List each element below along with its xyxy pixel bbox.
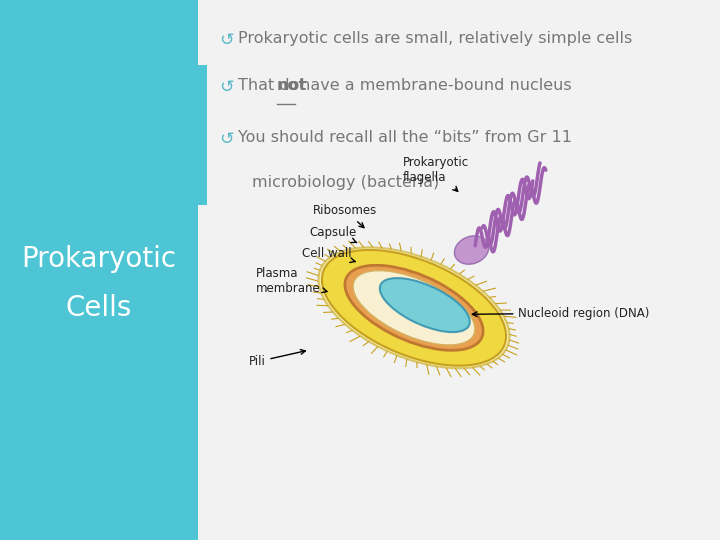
Ellipse shape xyxy=(379,278,470,332)
Text: Nucleoid region (DNA): Nucleoid region (DNA) xyxy=(472,307,649,320)
Text: Prokaryotic
flagella: Prokaryotic flagella xyxy=(403,156,469,191)
Text: not: not xyxy=(276,78,307,93)
Text: You should recall all the “bits” from Gr 11: You should recall all the “bits” from Gr… xyxy=(238,130,572,145)
Bar xyxy=(0,0,198,540)
Text: ↺: ↺ xyxy=(220,78,234,96)
Bar xyxy=(198,65,207,205)
Text: Cell wall: Cell wall xyxy=(302,247,355,262)
Text: That do: That do xyxy=(238,78,304,93)
Text: Pili: Pili xyxy=(248,349,305,368)
Text: have a membrane-bound nucleus: have a membrane-bound nucleus xyxy=(295,78,572,93)
Text: microbiology (bacteria): microbiology (bacteria) xyxy=(252,176,439,191)
Text: Plasma
membrane: Plasma membrane xyxy=(256,267,327,295)
Ellipse shape xyxy=(454,236,489,264)
Text: Capsule: Capsule xyxy=(310,226,357,242)
Text: Ribosomes: Ribosomes xyxy=(313,204,377,228)
Ellipse shape xyxy=(318,247,510,368)
Text: Prokaryotic cells are small, relatively simple cells: Prokaryotic cells are small, relatively … xyxy=(238,31,632,46)
Text: ↺: ↺ xyxy=(220,130,234,147)
Text: ↺: ↺ xyxy=(220,31,234,49)
Bar xyxy=(198,0,720,540)
Text: Cells: Cells xyxy=(66,294,132,322)
Ellipse shape xyxy=(322,250,506,366)
Text: Prokaryotic: Prokaryotic xyxy=(22,245,176,273)
Ellipse shape xyxy=(345,265,483,350)
Ellipse shape xyxy=(353,271,475,345)
